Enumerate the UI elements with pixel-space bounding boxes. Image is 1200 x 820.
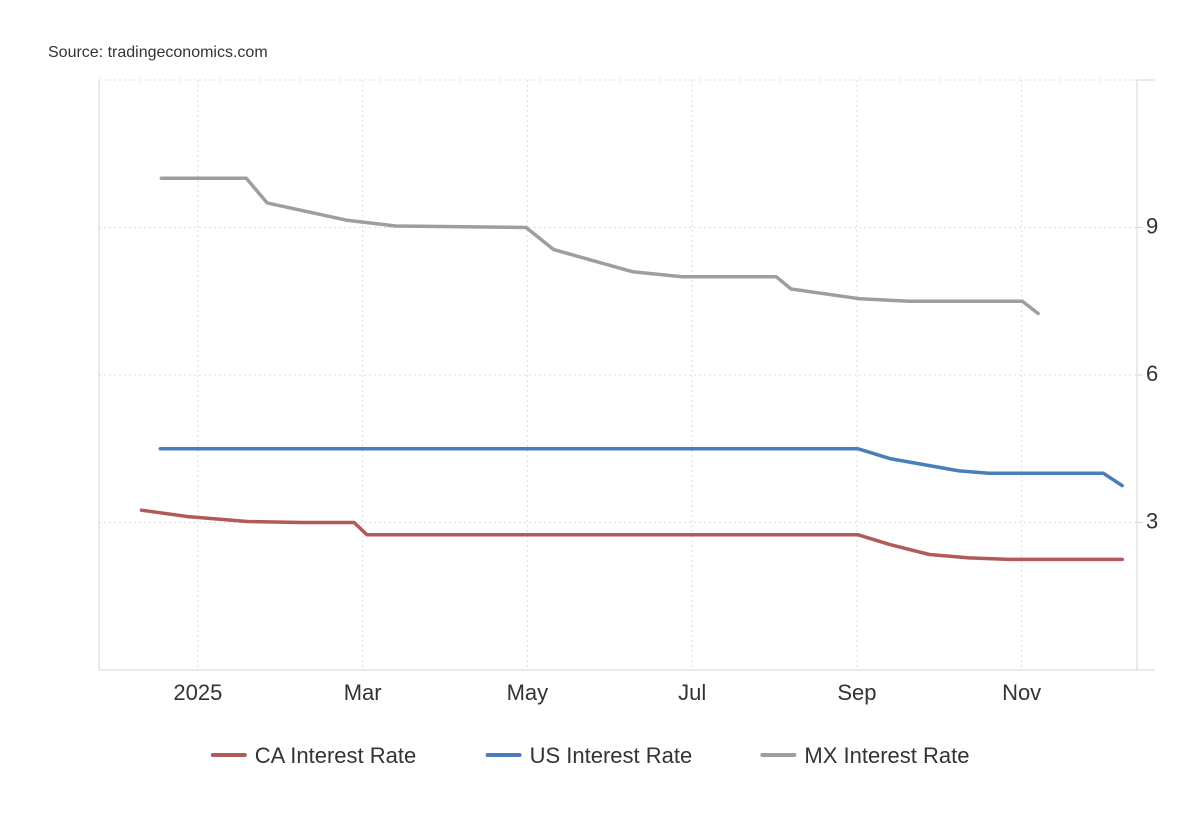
series-group xyxy=(139,176,1124,562)
x-axis-ticks: 2025 Mar May Jul Sep Nov xyxy=(173,680,1041,705)
x-tick-label-sep: Sep xyxy=(837,680,876,705)
legend-label-mx: MX Interest Rate xyxy=(804,743,969,768)
legend-label-us: US Interest Rate xyxy=(530,743,693,768)
legend: CA Interest Rate US Interest Rate MX Inter… xyxy=(210,743,969,768)
x-tick-label-2025: 2025 xyxy=(173,680,222,705)
x-tick-label-jul: Jul xyxy=(678,680,706,705)
x-tick-label-mar: Mar xyxy=(344,680,382,705)
y-tick-label-6: 6 xyxy=(1146,361,1158,386)
source-text: Source: tradingeconomics.com xyxy=(48,44,268,61)
y-tick-label-9: 9 xyxy=(1146,214,1158,239)
grid xyxy=(99,79,1137,670)
y-axis-ticks: 3 6 9 xyxy=(1146,214,1158,534)
x-tick-label-may: May xyxy=(507,680,549,705)
series-line-us xyxy=(158,447,1124,488)
series-line-ca xyxy=(139,508,1124,562)
axes xyxy=(98,79,1155,671)
series-line-mx xyxy=(159,176,1040,316)
y-tick-label-3: 3 xyxy=(1146,509,1158,534)
legend-label-ca: CA Interest Rate xyxy=(255,743,416,768)
x-tick-label-nov: Nov xyxy=(1002,680,1041,705)
